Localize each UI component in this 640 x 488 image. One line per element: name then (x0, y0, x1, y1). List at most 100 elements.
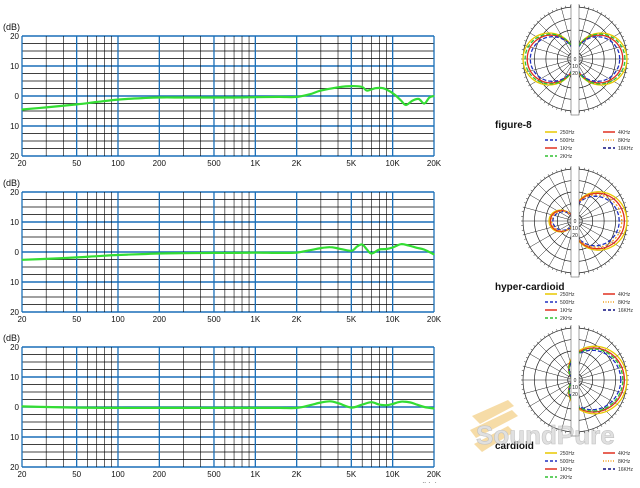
freq-response-chart: (dB)20100102020501002005001K2K5K10K20K(H… (0, 10, 450, 170)
data-point (362, 244, 363, 245)
polar-tick (557, 8, 558, 10)
polar-tick (615, 254, 617, 255)
freq-response-chart: (dB)20100102020501002005001K2K5K10K20K(H… (0, 321, 450, 483)
polar-tick (618, 89, 620, 90)
polar-tick (608, 180, 609, 182)
polar-tick (531, 251, 533, 252)
polar-tick (601, 174, 602, 176)
polar-tick (523, 366, 525, 367)
polar-tick (620, 353, 622, 354)
data-point (375, 88, 376, 89)
data-point (183, 97, 184, 98)
x-tick-label: 10K (386, 470, 401, 479)
data-point (46, 258, 47, 259)
polar-spoke (538, 59, 575, 96)
polar-spoke (525, 367, 575, 380)
polar-spoke (525, 380, 575, 393)
polar-ring-label: 10 (572, 385, 578, 391)
polar-tick (528, 194, 530, 195)
polar-tick (593, 108, 594, 110)
x-tick-label: 1K (250, 470, 260, 479)
y-tick-label: 0 (15, 403, 20, 412)
data-point (296, 96, 297, 97)
polar-tick (605, 264, 606, 266)
polar-tick (548, 12, 549, 14)
polar-ring-label: 10 (572, 64, 578, 70)
polar-tick (612, 258, 613, 259)
data-point (400, 100, 401, 101)
polar-tick (540, 339, 541, 341)
data-point (46, 406, 47, 407)
polar-tick (528, 32, 530, 33)
y-tick-label: 10 (10, 433, 19, 442)
data-point (76, 104, 77, 105)
polar-tick (625, 207, 627, 208)
data-point (424, 406, 425, 407)
polar-tick (544, 177, 545, 179)
data-point (142, 254, 143, 255)
data-point (410, 402, 411, 403)
polar-spoke (575, 22, 612, 59)
polar-tick (608, 99, 609, 101)
data-point (213, 97, 214, 98)
polar-tick (601, 12, 602, 14)
polar-spoke (525, 59, 575, 72)
data-point (309, 250, 310, 251)
polar-tick (608, 261, 609, 263)
polar-tick (618, 251, 620, 252)
polar-tick (608, 18, 609, 20)
data-point (320, 402, 321, 403)
polar-tick (531, 190, 533, 191)
polar-tick (548, 266, 549, 268)
data-point (408, 245, 409, 246)
polar-spoke (575, 380, 625, 393)
data-point (96, 101, 97, 102)
data-point (379, 249, 380, 250)
data-point (76, 257, 77, 258)
polar-tick (537, 21, 538, 22)
data-point (233, 252, 234, 253)
polar-tick (601, 104, 602, 106)
polar-tick (557, 170, 558, 172)
legend-label: 2KHz (560, 154, 573, 160)
polar-spoke (575, 46, 625, 59)
data-point (46, 107, 47, 108)
y-tick-label: 20 (10, 32, 19, 41)
polar-tick (615, 186, 617, 187)
data-point (117, 99, 118, 100)
polar-tick (531, 89, 533, 90)
x-tick-label: 50 (72, 470, 81, 479)
polar-tick (540, 18, 541, 20)
polar-tick (523, 393, 525, 394)
data-point (433, 254, 434, 255)
polar-tick (597, 10, 598, 12)
polar-tick (524, 362, 526, 363)
polar-spoke (538, 184, 575, 221)
polar-tick (524, 41, 526, 42)
polar-tick (625, 45, 627, 46)
legend-label: 2KHz (560, 316, 573, 322)
x-tick-label: 20 (18, 470, 27, 479)
polar-ring-label: 10 (572, 226, 578, 232)
polar-tick (524, 77, 526, 78)
polar-tick (605, 15, 606, 17)
polar-tick (593, 270, 594, 272)
data-point (21, 406, 22, 407)
polar-tick (523, 45, 525, 46)
polar-spoke (525, 46, 575, 59)
y-tick-label: 10 (10, 218, 19, 227)
polar-ring-label: 20 (572, 233, 578, 239)
polar-tick (588, 328, 589, 330)
freq-response-panel-cardioid: (dB)20100102020501002005001K2K5K10K20K(H… (0, 321, 450, 481)
polar-tick (548, 104, 549, 106)
data-point (159, 253, 160, 254)
polar-tick (537, 342, 538, 343)
polar-tick (534, 92, 536, 93)
freq-response-panel-hypercardioid: (dB)20100102020501002005001K2K5K10K20K(H… (0, 166, 450, 326)
y-tick-label: 20 (10, 188, 19, 197)
polar-tick (597, 172, 598, 174)
x-tick-label: 2K (292, 470, 302, 479)
data-point (356, 246, 357, 247)
